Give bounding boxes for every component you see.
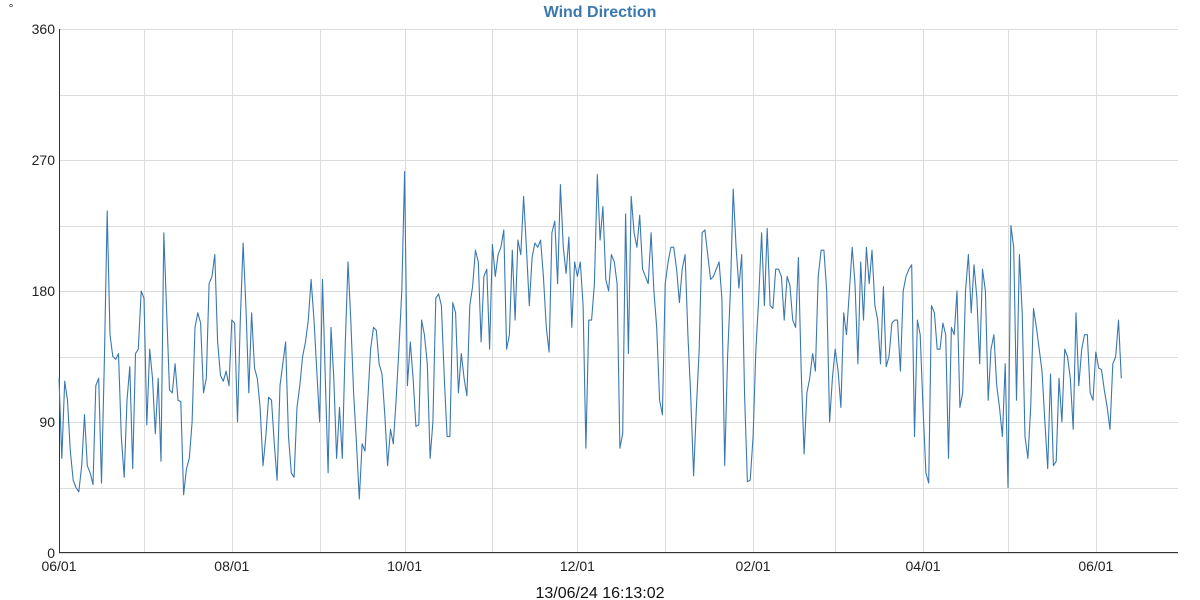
y-tick-label: 0 — [47, 545, 55, 561]
y-tick-label: 360 — [32, 21, 56, 37]
gridlines — [59, 29, 1178, 554]
y-tick-label: 90 — [39, 414, 55, 430]
x-tick-label: 12/01 — [560, 558, 595, 574]
y-tick-label: 180 — [32, 283, 56, 299]
x-tick-label: 04/01 — [906, 558, 941, 574]
x-tick-labels: 06/01 08/01 10/01 12/01 02/01 04/01 06/01 — [41, 558, 1113, 574]
chart-title: Wind Direction — [544, 4, 657, 21]
x-tick-label: 06/01 — [1078, 558, 1113, 574]
wind-direction-series-line — [58, 171, 1122, 500]
y-tick-label: 270 — [32, 152, 56, 168]
x-tick-label: 02/01 — [736, 558, 771, 574]
timestamp-footer: 13/06/24 16:13:02 — [535, 585, 664, 600]
y-tick-labels: 0 90 180 270 360 — [32, 21, 56, 561]
y-unit-label: ° — [9, 1, 14, 15]
x-tick-label: 10/01 — [387, 558, 422, 574]
x-tick-label: 08/01 — [214, 558, 249, 574]
x-tick-label: 06/01 — [41, 558, 76, 574]
